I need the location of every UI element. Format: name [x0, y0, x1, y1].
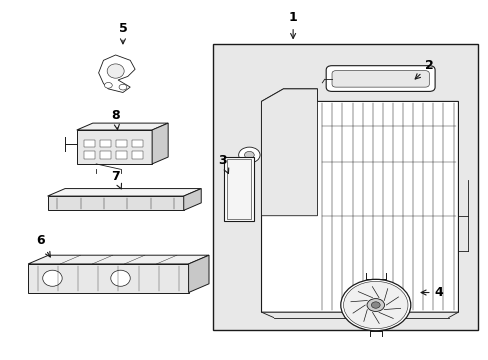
FancyBboxPatch shape	[325, 66, 434, 91]
Text: 6: 6	[36, 234, 50, 257]
Circle shape	[366, 298, 384, 311]
Circle shape	[119, 84, 126, 90]
Ellipse shape	[42, 270, 62, 286]
Polygon shape	[183, 189, 201, 210]
Bar	[100, 152, 111, 158]
Bar	[212, 44, 477, 330]
Text: 1: 1	[288, 11, 297, 39]
Polygon shape	[47, 196, 183, 210]
Bar	[226, 159, 251, 219]
FancyBboxPatch shape	[331, 71, 428, 87]
Bar	[84, 140, 95, 147]
Polygon shape	[77, 130, 152, 164]
Circle shape	[343, 282, 407, 329]
Circle shape	[104, 82, 112, 88]
Bar	[132, 152, 142, 158]
Circle shape	[238, 147, 260, 163]
Text: 7: 7	[111, 170, 121, 189]
Bar	[132, 140, 142, 147]
Text: 4: 4	[420, 286, 443, 299]
Text: 5: 5	[118, 22, 127, 44]
Polygon shape	[47, 189, 201, 196]
Bar	[116, 152, 126, 158]
Bar	[224, 157, 254, 221]
Circle shape	[371, 302, 379, 308]
Text: 2: 2	[414, 59, 433, 79]
Polygon shape	[28, 264, 188, 293]
Polygon shape	[28, 255, 208, 264]
Ellipse shape	[107, 64, 124, 78]
Circle shape	[340, 279, 410, 331]
Text: 8: 8	[111, 109, 120, 130]
Circle shape	[244, 152, 254, 158]
Text: 3: 3	[218, 154, 228, 174]
Bar	[116, 140, 126, 147]
Polygon shape	[188, 255, 208, 293]
Polygon shape	[261, 89, 317, 216]
Polygon shape	[261, 89, 458, 312]
Polygon shape	[77, 123, 168, 130]
Polygon shape	[99, 55, 135, 93]
Ellipse shape	[111, 270, 130, 286]
Bar	[84, 152, 95, 158]
Polygon shape	[152, 123, 168, 164]
Bar	[100, 140, 111, 147]
